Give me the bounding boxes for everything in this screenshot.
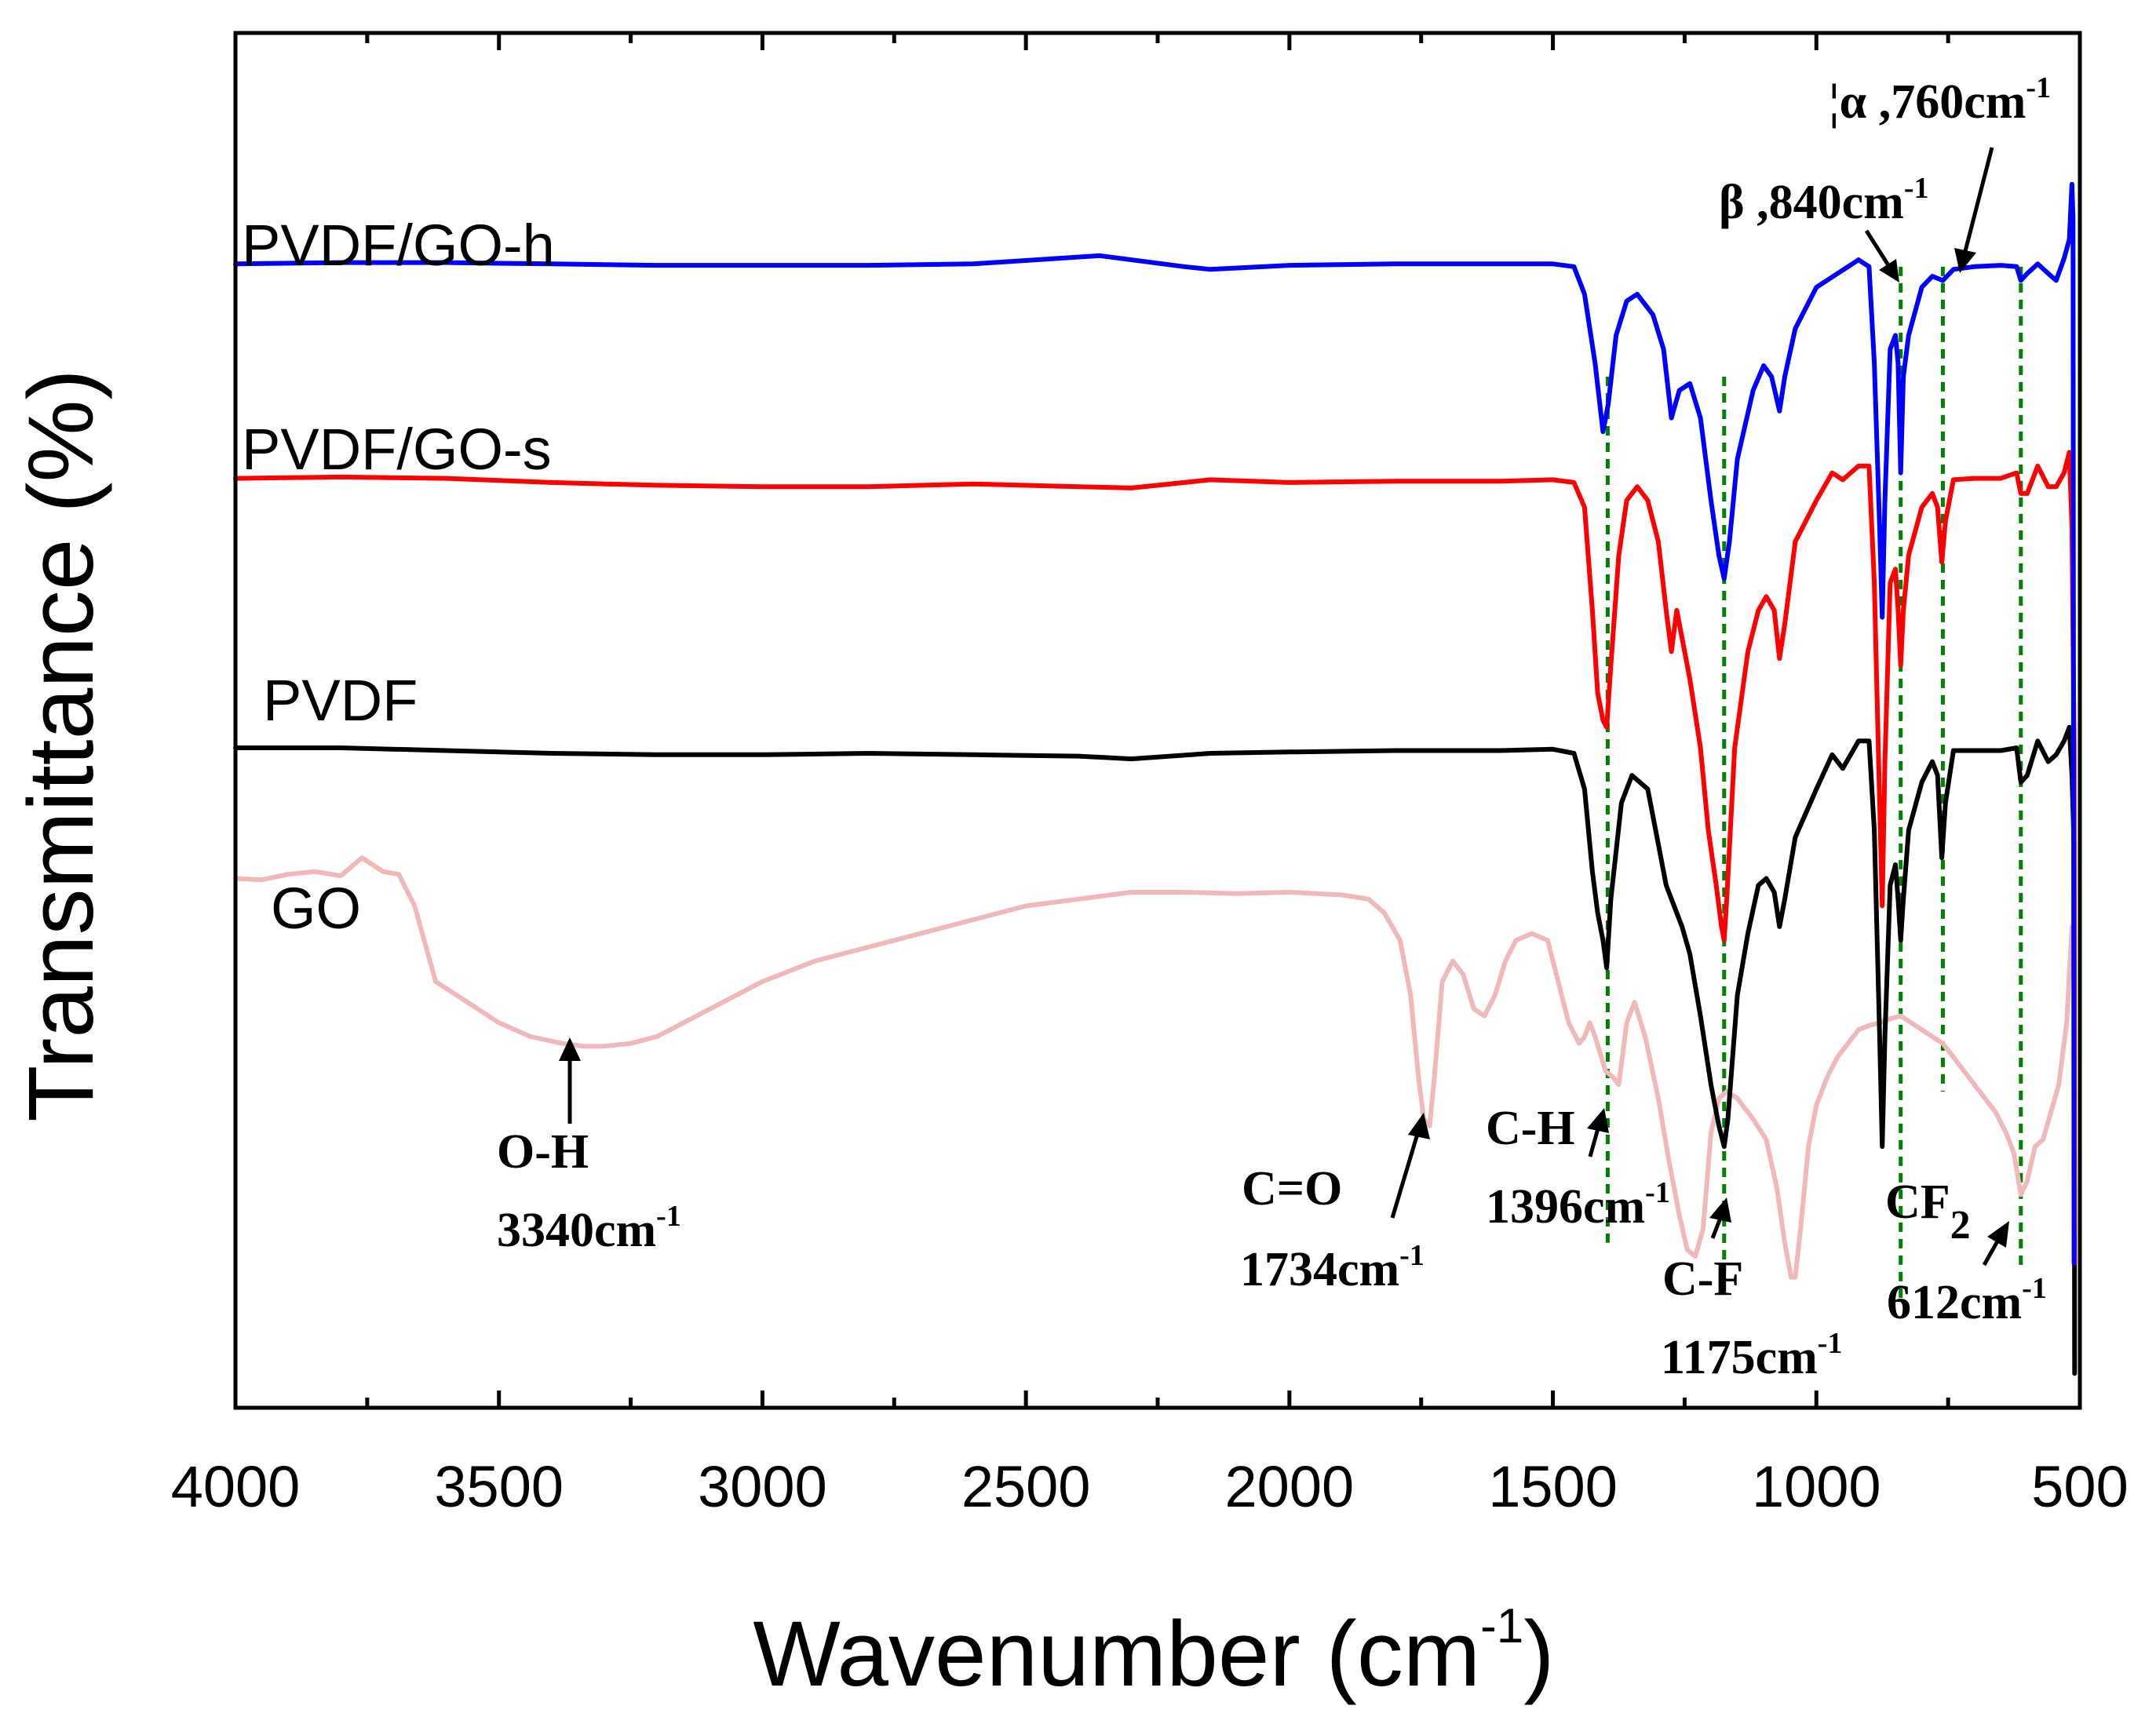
x-tick-label-4000: 4000 — [171, 1454, 301, 1519]
arrow-cf2 — [1982, 1238, 2001, 1267]
arrowhead-cf2 — [1987, 1221, 2009, 1248]
x-tick-label-500: 500 — [2031, 1454, 2128, 1519]
arrowhead-co — [1408, 1113, 1430, 1139]
annotation-cf-value: 1175cm-1 — [1661, 1327, 1842, 1384]
x-axis-ticks — [233, 33, 2082, 1408]
x-tick-label-1000: 1000 — [1752, 1454, 1881, 1519]
arrowhead-alpha — [1954, 248, 1976, 273]
annotations: O-H 3340cm-1 C=O 1734cm-1 C-H 1396cm-1 C… — [497, 71, 2051, 1384]
annotation-cf-label: C-F — [1662, 1252, 1743, 1306]
annotation-beta-label: β ,840cm-1 — [1719, 172, 1929, 229]
series-layer — [233, 181, 2078, 1376]
x-axis-label: Wavenumber (cm-1) — [753, 1599, 1554, 1706]
annotation-cf2-value: 612cm-1 — [1887, 1272, 2047, 1329]
series-line-pvdf-go-s — [233, 450, 2078, 1266]
x-tick-label-1500: 1500 — [1488, 1454, 1618, 1519]
series-line-go — [233, 855, 2077, 1280]
arrowhead-beta — [1879, 259, 1899, 282]
series-label-pvdf-go-h: PVDF/GO-h — [242, 213, 555, 278]
series-line-pvdf-go-h — [233, 181, 2077, 1266]
annotation-arrows — [559, 147, 2009, 1267]
annotation-alpha-label: ¦α ,760cm-1 — [1829, 71, 2051, 129]
x-tick-label-3000: 3000 — [698, 1454, 827, 1519]
arrow-beta — [1864, 229, 1891, 267]
series-label-go: GO — [271, 876, 361, 941]
annotation-oh-value: 3340cm-1 — [497, 1200, 681, 1257]
series-label-pvdf-go-s: PVDF/GO-s — [242, 417, 552, 482]
annotation-ch-value: 1396cm-1 — [1486, 1176, 1670, 1234]
series-label-pvdf: PVDF — [263, 668, 418, 733]
annotation-oh-label: O-H — [497, 1125, 589, 1179]
x-axis-tick-labels: 4000 3500 3000 2500 2000 1500 1000 500 — [171, 1454, 2129, 1519]
arrow-ch — [1588, 1128, 1600, 1157]
arrowhead-oh — [559, 1037, 581, 1061]
annotation-co-label: C=O — [1242, 1162, 1342, 1216]
annotation-ch-label: C-H — [1486, 1102, 1575, 1155]
annotation-co-value: 1734cm-1 — [1240, 1239, 1425, 1296]
x-tick-label-3500: 3500 — [434, 1454, 564, 1519]
y-axis-label: Transmittance (%) — [9, 369, 113, 1122]
x-tick-label-2500: 2500 — [961, 1454, 1091, 1519]
arrow-alpha — [1963, 147, 1994, 252]
arrowhead-cf — [1709, 1197, 1731, 1223]
arrow-co — [1390, 1133, 1420, 1219]
series-line-pvdf — [233, 724, 2078, 1376]
arrowhead-ch — [1587, 1108, 1609, 1133]
annotation-cf2-label: CF2 — [1885, 1175, 1971, 1248]
x-tick-label-2000: 2000 — [1225, 1454, 1355, 1519]
arrow-cf — [1710, 1217, 1723, 1239]
